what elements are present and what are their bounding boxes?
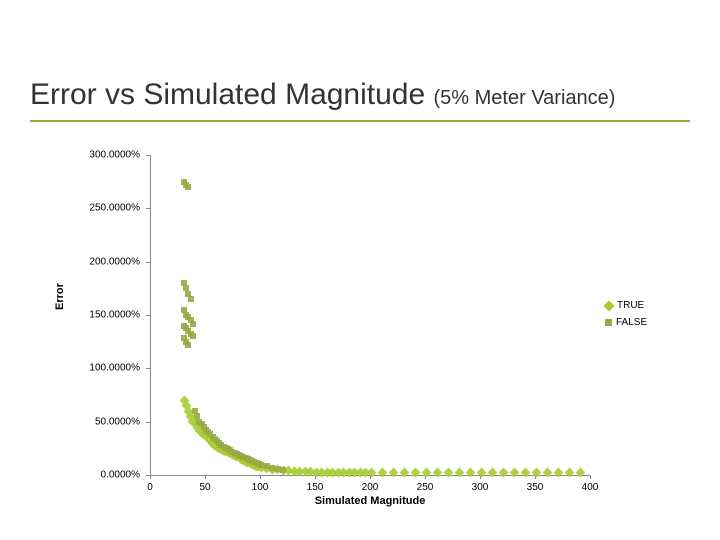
x-tick-label: 50 — [190, 482, 220, 493]
legend-label-true: TRUE — [617, 300, 644, 311]
data-point-true — [531, 468, 541, 478]
data-point-true — [432, 468, 442, 478]
data-point-true — [542, 468, 552, 478]
x-axis-label: Simulated Magnitude — [150, 495, 590, 507]
chart-title-main: Error vs Simulated Magnitude — [30, 78, 434, 111]
data-point-true — [520, 468, 530, 478]
data-point-true — [476, 468, 486, 478]
data-point-true — [443, 468, 453, 478]
data-point-false — [190, 321, 196, 327]
y-tick-label: 150.0000% — [70, 310, 140, 321]
data-point-true — [575, 468, 585, 478]
legend-item-false: FALSE — [605, 317, 647, 328]
x-tick-label: 400 — [575, 482, 605, 493]
data-point-true — [399, 468, 409, 478]
data-point-false — [280, 467, 286, 473]
data-point-true — [388, 468, 398, 478]
data-point-true — [454, 468, 464, 478]
y-tick-label: 200.0000% — [70, 256, 140, 267]
x-tick-label: 300 — [465, 482, 495, 493]
x-tick-label: 0 — [135, 482, 165, 493]
data-point-false — [190, 333, 196, 339]
title-underline — [30, 120, 690, 122]
data-point-false — [185, 342, 191, 348]
data-point-true — [377, 468, 387, 478]
chart-title-wrap: Error vs Simulated Magnitude (5% Meter V… — [30, 78, 690, 112]
y-tick-label: 300.0000% — [70, 150, 140, 161]
data-point-true — [553, 468, 563, 478]
y-axis-label: Error — [54, 283, 66, 310]
x-tick-label: 350 — [520, 482, 550, 493]
legend-label-false: FALSE — [616, 317, 647, 328]
data-point-true — [509, 468, 519, 478]
data-point-true — [465, 468, 475, 478]
chart-area: Error Simulated Magnitude 0.0000%50.0000… — [60, 150, 660, 510]
legend-item-true: TRUE — [605, 300, 647, 311]
x-tick-label: 250 — [410, 482, 440, 493]
y-tick-label: 100.0000% — [70, 363, 140, 374]
x-tick-label: 150 — [300, 482, 330, 493]
data-point-true — [564, 468, 574, 478]
y-tick-label: 50.0000% — [70, 416, 140, 427]
data-point-true — [487, 468, 497, 478]
y-tick-label: 0.0000% — [70, 470, 140, 481]
slide: Error vs Simulated Magnitude (5% Meter V… — [0, 0, 720, 540]
diamond-icon — [603, 300, 614, 311]
legend: TRUE FALSE — [605, 300, 647, 334]
data-point-true — [498, 468, 508, 478]
plot-region — [150, 155, 591, 476]
x-tick-label: 100 — [245, 482, 275, 493]
data-point-false — [188, 296, 194, 302]
x-tick-label: 200 — [355, 482, 385, 493]
square-icon — [605, 319, 612, 326]
chart-title-sub: (5% Meter Variance) — [434, 87, 616, 109]
y-tick-label: 250.0000% — [70, 203, 140, 214]
data-point-false — [185, 184, 191, 190]
data-point-true — [410, 468, 420, 478]
data-point-true — [421, 468, 431, 478]
